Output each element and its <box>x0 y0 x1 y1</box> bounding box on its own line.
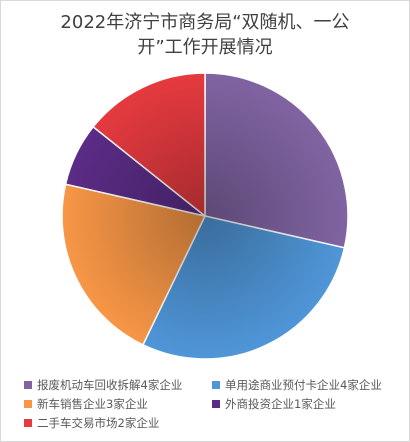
chart-title-line1: 2022年济宁市商务局“双随机、一公 <box>60 12 350 33</box>
chart-title: 2022年济宁市商务局“双随机、一公 开”工作开展情况 <box>0 10 410 60</box>
legend-swatch <box>212 380 220 389</box>
legend-label: 二手车交易市场2家企业 <box>37 416 160 430</box>
legend-label: 外商投资企业1家企业 <box>225 397 336 411</box>
legend-item-used-car-market: 二手车交易市场2家企业 <box>24 415 159 431</box>
legend-item-prepaid-card: 单用途商业预付卡企业4家企业 <box>212 377 382 393</box>
legend-swatch <box>24 399 32 408</box>
legend-swatch <box>212 399 220 408</box>
legend-swatch <box>24 380 32 389</box>
legend-item-new-car: 新车销售企业3家企业 <box>24 396 148 412</box>
chart-title-line2: 开”工作开展情况 <box>137 37 273 58</box>
legend-item-foreign-investment: 外商投资企业1家企业 <box>212 396 336 412</box>
legend-label: 报废机动车回收拆解4家企业 <box>37 378 183 392</box>
legend-label: 单用途商业预付卡企业4家企业 <box>225 378 382 392</box>
legend-item-scrap-vehicle: 报废机动车回收拆解4家企业 <box>24 377 182 393</box>
legend-swatch <box>24 418 32 427</box>
legend-label: 新车销售企业3家企业 <box>37 397 148 411</box>
